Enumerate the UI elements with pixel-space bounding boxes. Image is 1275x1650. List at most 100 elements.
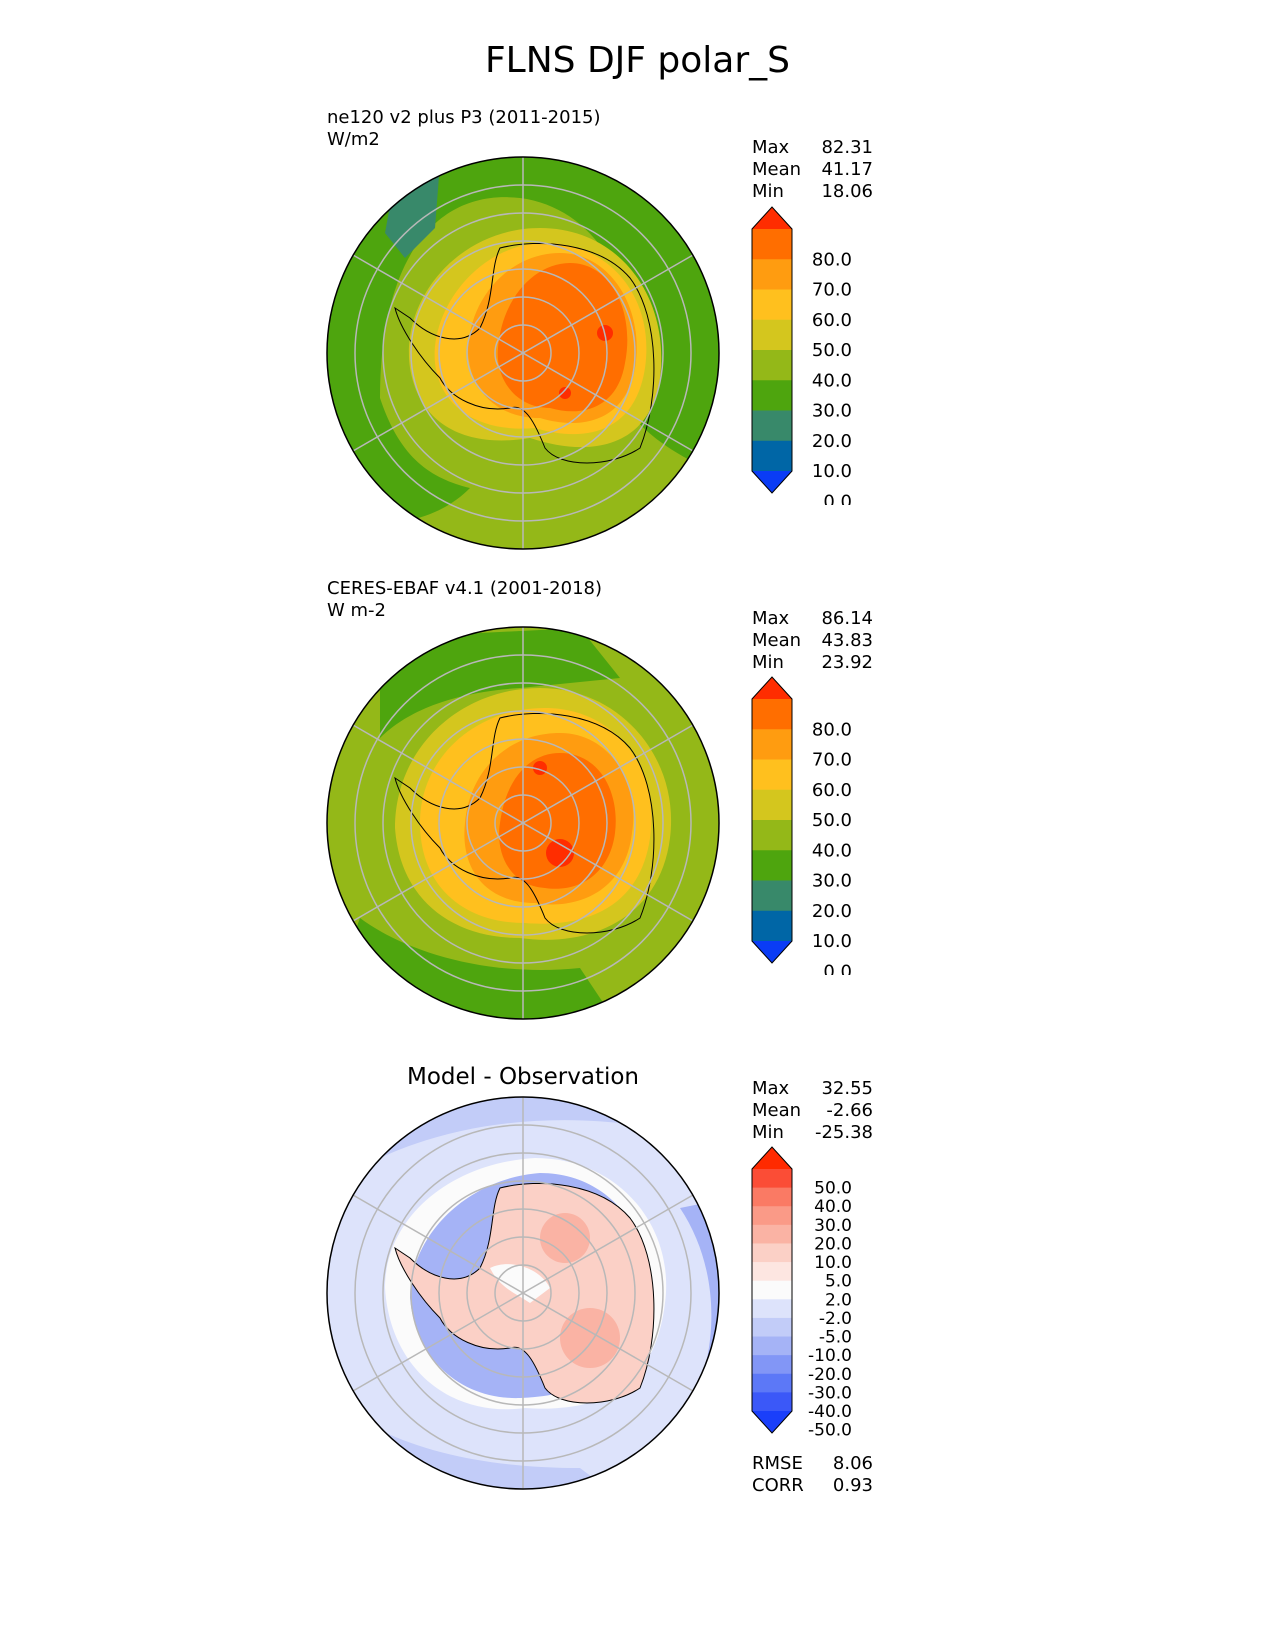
colorbar-bin	[752, 471, 792, 493]
colorbar-tick-label: 2.0	[825, 1290, 852, 1310]
graticule	[352, 1097, 694, 1489]
colorbar-tick-label: 70.0	[812, 280, 852, 301]
panel-1-dataset-label: ne120 v2 plus P3 (2011-2015)	[327, 107, 601, 128]
colorbar-bin	[752, 789, 792, 821]
colorbar-tick-label: 50.0	[814, 1179, 852, 1199]
colorbar-bin	[752, 1373, 792, 1393]
stat-max-label: Max	[752, 137, 790, 158]
colorbar-bin	[752, 350, 792, 381]
panel-2-units-label: W m-2	[327, 600, 387, 621]
colorbar-tick-label: -10.0	[808, 1346, 852, 1366]
colorbar-bin	[752, 820, 792, 851]
colorbar-tick-label: -2.0	[819, 1309, 852, 1329]
colorbar-tick-label: 30.0	[814, 1216, 852, 1236]
stat-max-label: Max	[752, 1078, 790, 1099]
colorbar-bin	[752, 910, 792, 942]
colorbar-bin	[752, 1206, 792, 1226]
colorbar-bin	[752, 1411, 792, 1433]
colorbar-tick-label: 20.0	[812, 431, 852, 452]
stat-max-label: Max	[752, 608, 790, 629]
stat-min-label: Min	[752, 1122, 784, 1143]
colorbar-test-ticks: 80.0 70.0 60.0 50.0 40.0 30.0 20.0 10.0 0.0	[812, 249, 852, 505]
colorbar-bin	[752, 1147, 792, 1169]
colorbar-bin	[752, 319, 792, 351]
colorbar-tick-label: -20.0	[808, 1365, 852, 1385]
colorbar-reference-bins	[751, 676, 793, 964]
stat-mean-label: Mean	[752, 630, 802, 651]
colorbar-test: 80.0 70.0 60.0 50.0 40.0 30.0 20.0 10.0 0.0	[751, 206, 852, 505]
corr-value: 0.93	[832, 1475, 873, 1496]
colorbar-bin	[752, 729, 792, 760]
colorbar-tick-label: 30.0	[812, 401, 852, 422]
polar-map-difference	[326, 1096, 720, 1490]
stat-min-value: -25.38	[814, 1122, 873, 1143]
colorbar-difference-ticks: 50.040.030.020.010.05.02.0-2.0-5.0-10.0-…	[808, 1179, 852, 1441]
panel-2-dataset-label: CERES-EBAF v4.1 (2001-2018)	[327, 578, 603, 599]
colorbar-tick-label: 40.0	[814, 1197, 852, 1217]
colorbar-bin	[752, 1243, 792, 1263]
colorbar-tick-label: -40.0	[808, 1402, 852, 1422]
colorbar-bin	[752, 1262, 792, 1282]
colorbar-bin	[752, 207, 792, 229]
colorbar-bin	[752, 289, 792, 321]
colorbar-bin	[752, 229, 792, 260]
colorbar-difference: 50.040.030.020.010.05.02.0-2.0-5.0-10.0-…	[751, 1146, 852, 1441]
stat-max-value: 32.55	[821, 1078, 873, 1099]
stat-mean-value: 43.83	[821, 630, 873, 651]
colorbar-bin	[752, 1336, 792, 1356]
panel-1-stats: Max 82.31 Mean 41.17 Min 18.06	[752, 137, 873, 203]
colorbar-tick-label: -30.0	[808, 1383, 852, 1403]
panel-1-title: ne120 v2 plus P3 (2011-2015) W/m2	[327, 107, 601, 151]
panel-2-title: CERES-EBAF v4.1 (2001-2018) W m-2	[327, 578, 602, 622]
colorbar-bin	[752, 941, 792, 963]
corr-label: CORR	[752, 1475, 804, 1496]
colorbar-bin	[752, 1392, 792, 1412]
colorbar-outline	[751, 676, 793, 964]
colorbar-tick-label: 20.0	[812, 901, 852, 922]
colorbar-tick-label: 10.0	[814, 1253, 852, 1273]
colorbar-reference: 80.0 70.0 60.0 50.0 40.0 30.0 20.0 10.0 0.0	[751, 676, 852, 975]
colorbar-bin	[752, 1317, 792, 1338]
polar-map-reference	[326, 626, 720, 1020]
stat-min-value: 23.92	[821, 652, 873, 673]
polar-map-test	[326, 156, 720, 550]
colorbar-bin	[752, 1169, 792, 1189]
stat-mean-label: Mean	[752, 1100, 802, 1121]
colorbar-tick-label: 0.0	[823, 491, 852, 505]
stat-min-label: Min	[752, 652, 784, 673]
colorbar-bin	[752, 1187, 792, 1207]
colorbar-bin	[752, 759, 792, 791]
colorbar-outline	[751, 206, 793, 494]
colorbar-tick-label: 40.0	[812, 370, 852, 391]
colorbar-tick-label: 40.0	[812, 840, 852, 861]
colorbar-bin	[752, 1355, 792, 1375]
stat-max-value: 82.31	[821, 137, 873, 158]
colorbar-bin	[752, 677, 792, 699]
colorbar-tick-label: -5.0	[819, 1328, 852, 1348]
colorbar-tick-label: 30.0	[812, 871, 852, 892]
panel-2-stats: Max 86.14 Mean 43.83 Min 23.92	[752, 608, 873, 674]
colorbar-tick-label: 10.0	[812, 461, 852, 482]
stat-max-value: 86.14	[821, 608, 873, 629]
stat-min-value: 18.06	[821, 181, 873, 202]
colorbar-tick-label: -50.0	[808, 1421, 852, 1441]
colorbar-tick-label: 60.0	[812, 310, 852, 331]
panel-1-units-label: W/m2	[327, 129, 380, 150]
figure-title: FLNS DJF polar_S	[484, 40, 791, 81]
rmse-label: RMSE	[752, 1453, 803, 1474]
colorbar-test-bins	[751, 206, 793, 494]
colorbar-tick-label: 80.0	[812, 719, 852, 740]
colorbar-tick-label: 50.0	[812, 340, 852, 361]
stat-mean-value: 41.17	[821, 159, 873, 180]
colorbar-tick-label: 60.0	[812, 780, 852, 801]
colorbar-bin	[752, 410, 792, 442]
colorbar-bin	[752, 440, 792, 472]
panel-3-metrics: RMSE 8.06 CORR 0.93	[752, 1453, 873, 1497]
colorbar-reference-ticks: 80.0 70.0 60.0 50.0 40.0 30.0 20.0 10.0 0.0	[812, 719, 852, 975]
colorbar-bin	[752, 1280, 792, 1300]
colorbar-bin	[752, 880, 792, 912]
colorbar-tick-label: 0.0	[823, 961, 852, 975]
colorbar-tick-label: 80.0	[812, 249, 852, 270]
colorbar-outline	[751, 1146, 793, 1434]
colorbar-tick-label: 5.0	[825, 1272, 852, 1292]
